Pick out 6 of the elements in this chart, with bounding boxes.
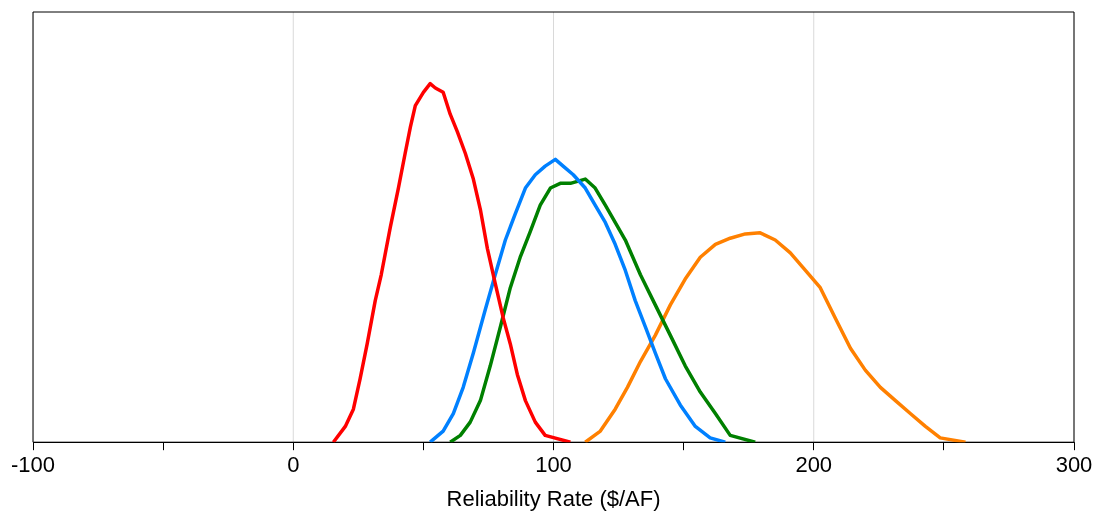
x-tick-label: 300 <box>1055 452 1093 478</box>
x-tick-label: 0 <box>287 452 300 478</box>
x-axis-title: Reliability Rate ($/AF) <box>446 485 661 511</box>
x-tick-label: -100 <box>10 452 56 478</box>
x-tick-label: 200 <box>795 452 833 478</box>
x-tick-label: 100 <box>535 452 572 478</box>
